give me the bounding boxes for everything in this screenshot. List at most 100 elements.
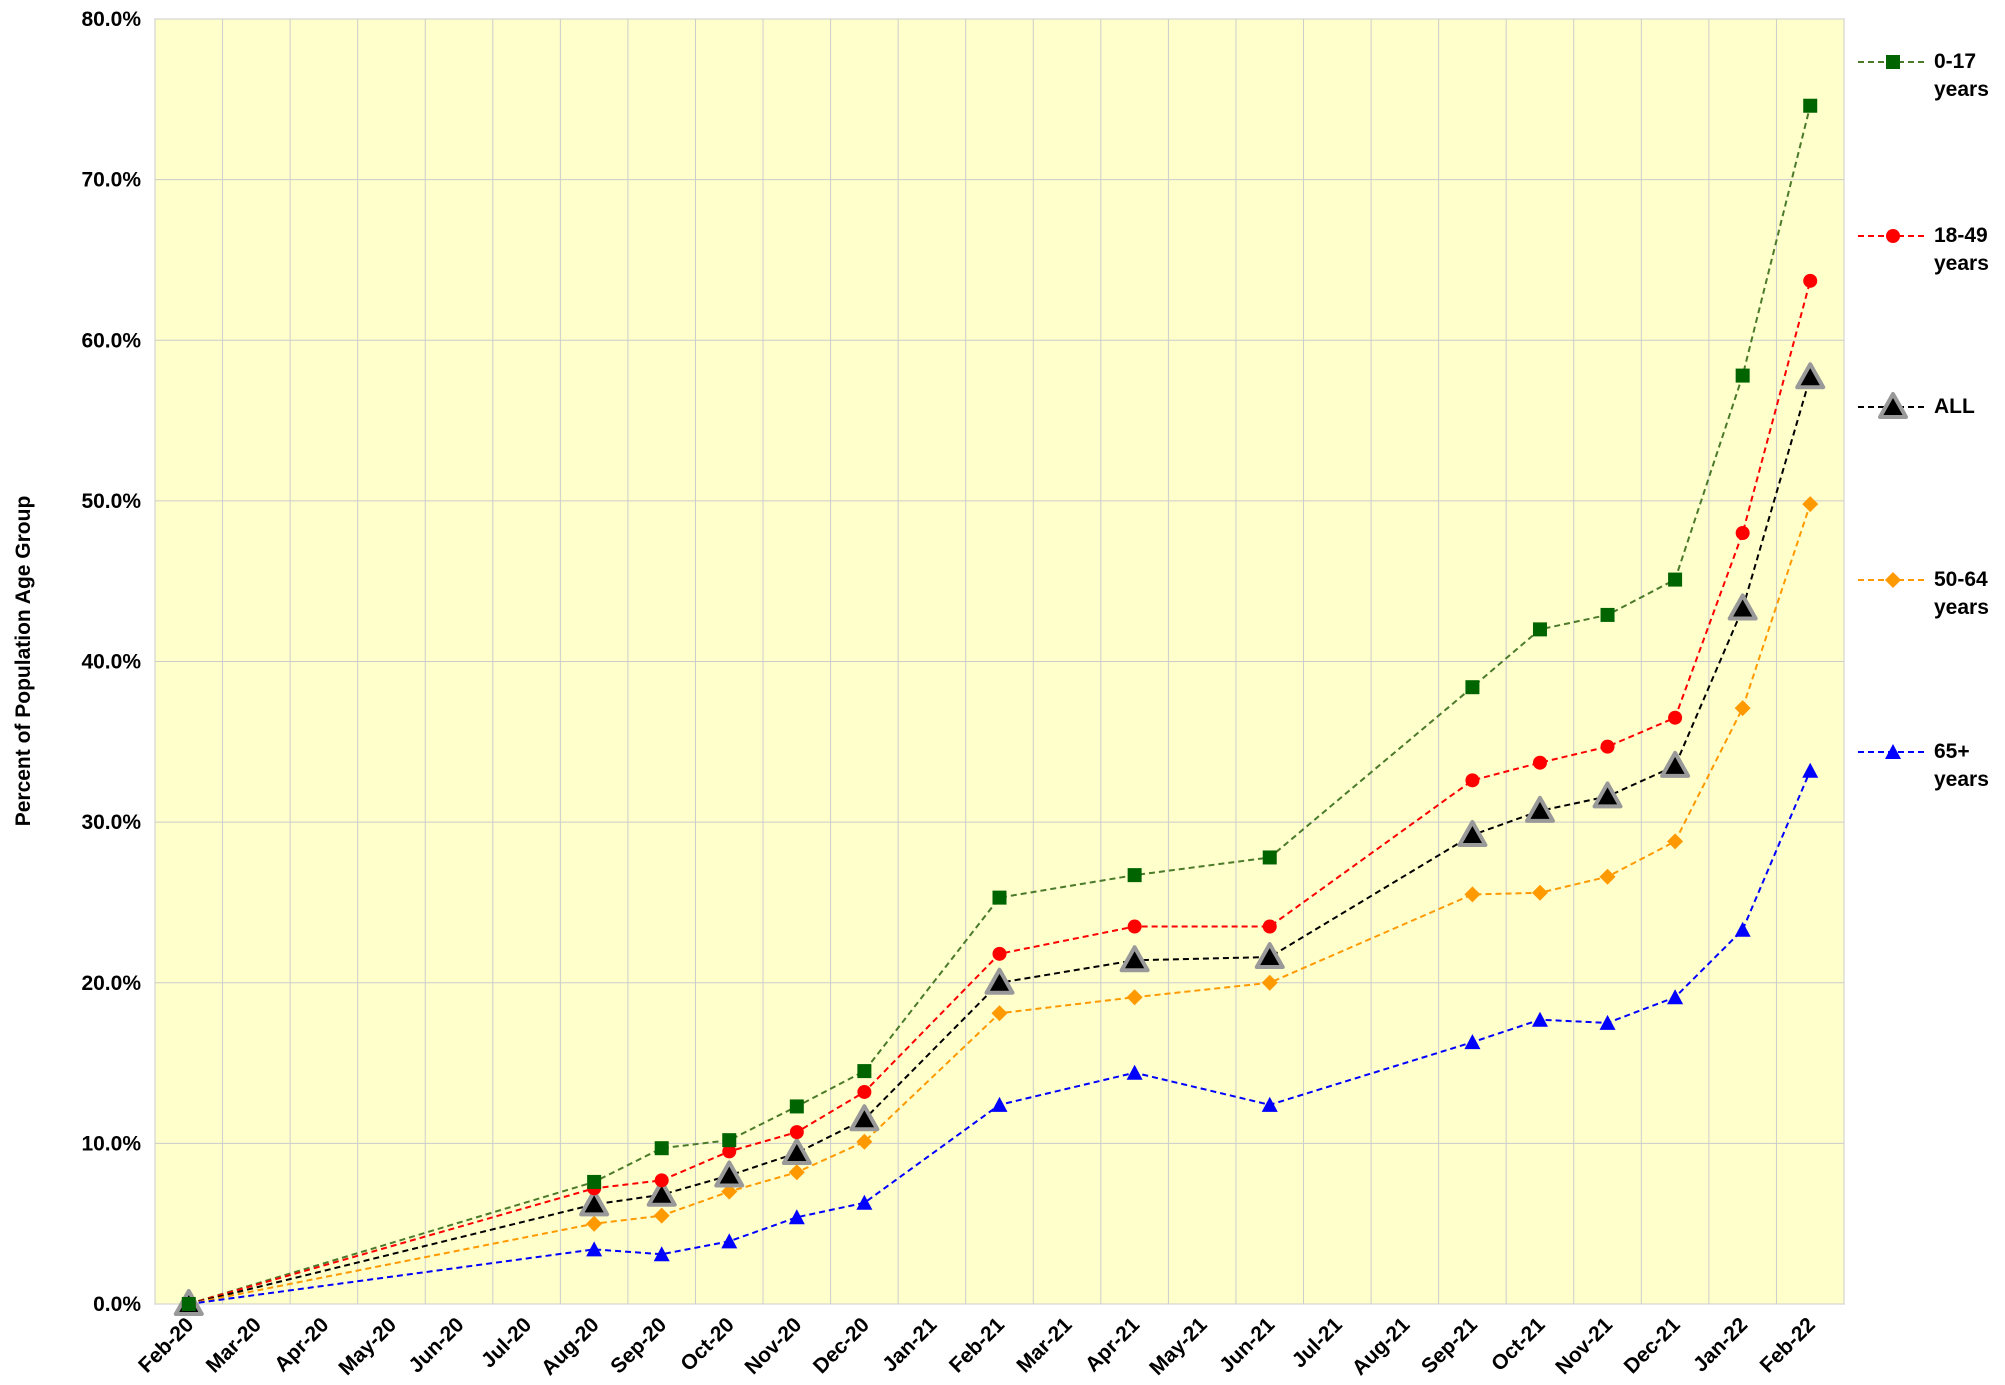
data-point (984, 967, 1015, 995)
x-tick-label: Dec-20 (809, 1313, 874, 1378)
data-point (1803, 98, 1818, 113)
data-point (721, 1233, 738, 1249)
x-tick-label: Dec-21 (1620, 1313, 1685, 1378)
x-tick-label: Jul-21 (1288, 1313, 1347, 1372)
data-point (1735, 368, 1750, 383)
data-point (721, 1183, 738, 1200)
data-point (849, 1104, 880, 1132)
data-point (1667, 833, 1684, 850)
data-point (181, 1297, 196, 1311)
data-point (1457, 819, 1488, 847)
data-point (587, 1174, 602, 1189)
data-point (788, 1209, 805, 1225)
data-point (586, 1215, 603, 1232)
data-point (1127, 919, 1142, 934)
y-tick-label: 0.0% (93, 1293, 141, 1316)
legend-label: 18-49 years (1934, 224, 1989, 275)
y-tick-label: 70.0% (81, 169, 141, 192)
y-tick-label: 10.0% (81, 1132, 141, 1155)
data-point (654, 1141, 669, 1156)
x-tick-label: May-20 (334, 1313, 401, 1380)
data-point (1532, 622, 1547, 637)
data-point (992, 946, 1007, 961)
y-tick-label: 20.0% (81, 972, 141, 995)
data-point (1531, 1011, 1548, 1027)
data-point (1262, 850, 1277, 865)
data-point (856, 1133, 873, 1150)
data-point (857, 1064, 872, 1079)
x-tick-label: Nov-21 (1551, 1313, 1617, 1379)
x-tick-label: Aug-20 (537, 1313, 604, 1380)
data-point (714, 1160, 745, 1188)
x-tick-label: Feb-20 (134, 1313, 198, 1377)
x-tick-label: Mar-21 (1012, 1313, 1076, 1377)
y-tick-label: 80.0% (81, 8, 141, 31)
y-tick-label: 60.0% (81, 329, 141, 352)
data-point (789, 1125, 804, 1140)
data-point (991, 1096, 1008, 1112)
y-tick-label: 50.0% (81, 490, 141, 513)
data-point (1261, 1096, 1278, 1112)
series-line (188, 503, 1812, 1305)
data-point (1727, 593, 1758, 621)
legend-marker (1885, 744, 1901, 759)
data-point (1126, 989, 1143, 1006)
data-point (1464, 886, 1481, 903)
data-point (653, 1246, 670, 1262)
legend-label: 50-64 years (1934, 568, 1989, 619)
data-point (1803, 273, 1818, 288)
x-tick-label: Sep-21 (1417, 1313, 1482, 1378)
data-point (1668, 710, 1683, 725)
data-point (1532, 755, 1547, 770)
x-tick-label: Sep-20 (606, 1313, 671, 1378)
data-point (1127, 868, 1142, 883)
x-tick-label: Jun-20 (404, 1313, 468, 1377)
x-tick-label: Jan-21 (878, 1313, 942, 1377)
data-point (1600, 607, 1615, 622)
x-tick-label: Jul-20 (477, 1313, 536, 1372)
x-tick-label: Oct-20 (676, 1313, 738, 1375)
data-point (857, 1084, 872, 1099)
data-point (722, 1144, 737, 1159)
data-point (653, 1207, 670, 1224)
data-point (1592, 781, 1623, 809)
data-point (1667, 989, 1684, 1005)
x-tick-label: May-21 (1145, 1313, 1212, 1380)
x-tick-label: Oct-21 (1487, 1313, 1550, 1376)
x-tick-label: Apr-21 (1081, 1313, 1145, 1377)
y-axis-label: Percent of Population Age Group (12, 496, 35, 827)
x-tick-label: Feb-22 (1756, 1313, 1820, 1377)
x-tick-label: Nov-20 (741, 1313, 807, 1379)
data-point (586, 1241, 603, 1257)
data-point (1524, 795, 1555, 823)
legend-label: ALL (1934, 395, 1975, 418)
data-point (781, 1138, 812, 1166)
data-point (992, 890, 1007, 905)
legend-marker (1885, 572, 1901, 588)
data-point (1465, 773, 1480, 788)
legend-marker (1886, 229, 1900, 243)
x-tick-label: Aug-21 (1348, 1313, 1415, 1380)
x-tick-label: Apr-20 (270, 1313, 333, 1376)
data-point (1802, 496, 1819, 513)
legend-marker (1886, 55, 1900, 69)
data-point (1254, 942, 1285, 970)
data-point (1119, 945, 1150, 973)
data-point (789, 1099, 804, 1114)
y-tick-label: 30.0% (81, 811, 141, 834)
data-point (1262, 919, 1277, 934)
legend-marker (1878, 392, 1908, 419)
data-point (1795, 362, 1826, 390)
data-point (1802, 762, 1819, 778)
data-point (579, 1189, 610, 1217)
data-point (1599, 868, 1616, 885)
data-point (1126, 1064, 1143, 1080)
data-point (1261, 974, 1278, 991)
x-tick-label: Jan-22 (1689, 1313, 1752, 1376)
data-point (1735, 526, 1750, 540)
legend-label: 0-17 years (1934, 50, 1989, 101)
data-point (1660, 750, 1691, 778)
x-tick-label: Feb-21 (945, 1313, 1009, 1377)
